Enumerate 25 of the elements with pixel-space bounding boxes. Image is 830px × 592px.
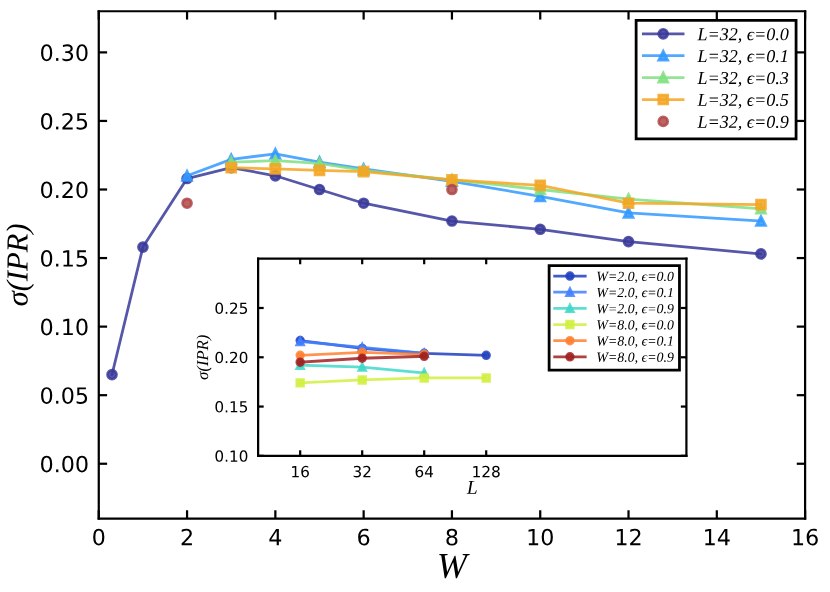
x-tick-label: 12 xyxy=(616,528,641,546)
x-tick-label: 10 xyxy=(528,528,553,546)
y-tick-label: 0.30 xyxy=(41,44,88,62)
x-axis-title: W xyxy=(439,554,470,579)
y-axis-title: σ(IPR) xyxy=(6,224,35,306)
y-tick-label: 0.25 xyxy=(41,112,88,130)
x-tick-label: 2 xyxy=(181,528,192,546)
y-tick-label: 0.15 xyxy=(41,250,88,267)
y-tick-label: 0.05 xyxy=(41,387,88,404)
legend-label: L=32, ϵ=0.5 xyxy=(697,93,789,109)
legend-label: L=32, ϵ=0.3 xyxy=(697,71,789,87)
legend-label: L=32, ϵ=0.1 xyxy=(697,50,787,65)
x-tick-label: 6 xyxy=(358,528,370,546)
legend-label: L=32, ϵ=0.9 xyxy=(697,115,789,131)
x-tick-label: 4 xyxy=(269,529,282,546)
y-axis-title: σ(IPR) xyxy=(196,335,212,380)
x-tick-label: 0 xyxy=(93,528,105,546)
legend-label: L=32, ϵ=0.0 xyxy=(697,28,789,43)
x-axis-title: L xyxy=(466,481,477,494)
x-tick-label: 8 xyxy=(446,528,458,546)
y-tick-label: 0.10 xyxy=(41,318,88,336)
y-tick-label: 0.20 xyxy=(41,181,88,199)
y-tick-label: 0.00 xyxy=(41,455,88,473)
x-tick-label: 14 xyxy=(705,529,730,546)
x-tick-label: 16 xyxy=(793,528,818,546)
